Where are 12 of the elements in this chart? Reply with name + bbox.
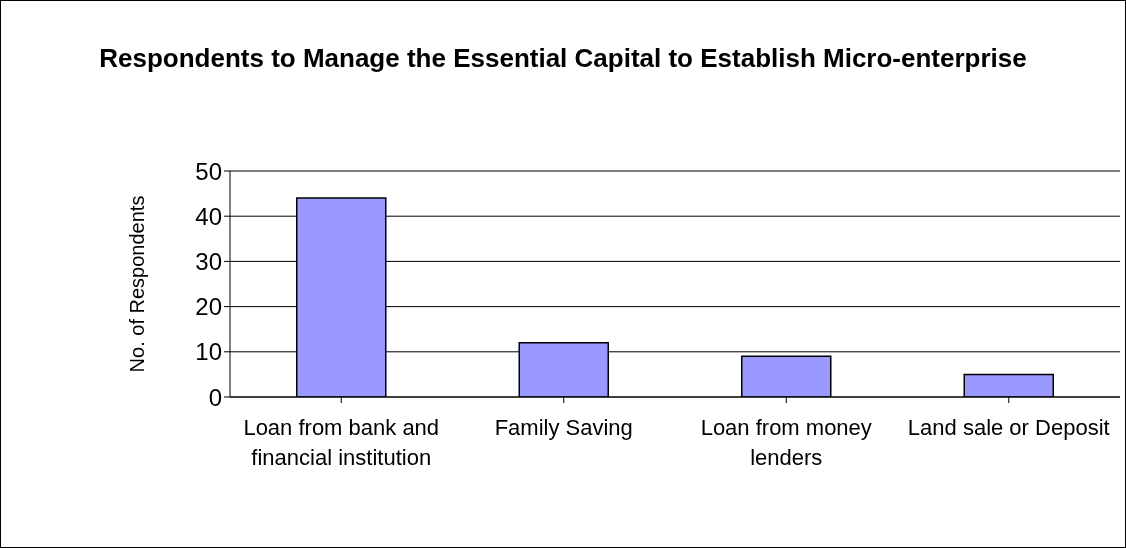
x-tick-label: Loan from money lenders bbox=[700, 414, 872, 470]
chart-title: Respondents to Manage the Essential Capital to Establish Micro-enterprise bbox=[98, 42, 1028, 74]
y-axis-title: No. of Respondents bbox=[126, 195, 149, 373]
y-tick-label: 40 bbox=[195, 202, 222, 230]
y-tick-label: 30 bbox=[195, 247, 222, 275]
y-tick-label: 0 bbox=[208, 383, 222, 411]
x-tick-label: Loan from bank and financial institution bbox=[243, 414, 440, 470]
y-tick-label: 50 bbox=[195, 157, 222, 185]
x-tick-label: Family Saving bbox=[494, 414, 633, 440]
y-tick-label: 10 bbox=[195, 338, 222, 366]
x-tick-label: Land sale or Deposit bbox=[907, 414, 1110, 440]
y-tick-label: 20 bbox=[195, 293, 222, 321]
